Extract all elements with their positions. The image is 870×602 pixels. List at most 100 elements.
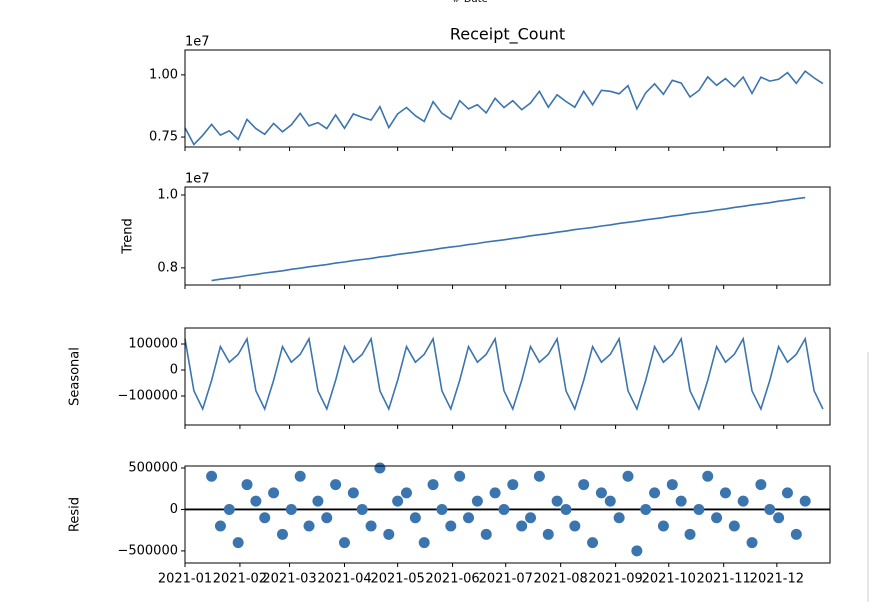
point [498, 503, 510, 515]
x-tick-label: 2021-12 [750, 572, 804, 587]
point [303, 520, 315, 532]
point [214, 520, 226, 532]
point [569, 520, 581, 532]
point [232, 537, 244, 549]
point [631, 545, 643, 557]
point [684, 528, 696, 540]
y-tick-label: 0.75 [149, 130, 178, 145]
point [799, 495, 811, 507]
chart-title: Receipt_Count [450, 25, 565, 45]
point [241, 479, 253, 491]
point [719, 487, 731, 499]
point [560, 503, 572, 515]
point [409, 512, 421, 524]
point [206, 470, 218, 482]
point [533, 470, 545, 482]
point [268, 487, 280, 499]
point [613, 512, 625, 524]
point [445, 520, 457, 532]
point [702, 470, 714, 482]
point [250, 495, 262, 507]
point [551, 495, 563, 507]
axes-frame [184, 49, 831, 148]
point [728, 520, 740, 532]
point [755, 479, 767, 491]
point [383, 528, 395, 540]
point [312, 495, 324, 507]
point [773, 512, 785, 524]
point [294, 470, 306, 482]
point [471, 495, 483, 507]
x-tick-label: 2021-05 [370, 572, 424, 587]
y-tick-label: 1.00 [149, 67, 178, 82]
point [427, 479, 439, 491]
header-text: # Date [452, 0, 487, 5]
axes-frame [184, 465, 831, 564]
point [418, 537, 430, 549]
offset-label: 1e7 [185, 35, 210, 50]
x-tick-label: 2021-04 [317, 572, 371, 587]
y-tick-label: −500000 [117, 543, 178, 558]
x-tick-label: 2021-02 [213, 572, 267, 587]
point [781, 487, 793, 499]
point [436, 503, 448, 515]
x-tick-label: 2021-10 [642, 572, 696, 587]
y-tick-label: 0 [170, 362, 178, 377]
point [675, 495, 687, 507]
point [525, 512, 537, 524]
x-tick-label: 2021-07 [479, 572, 533, 587]
point [711, 512, 723, 524]
point [790, 528, 802, 540]
y-tick-label: 500000 [128, 460, 178, 475]
series-line [184, 336, 824, 412]
x-tick-label: 2021-06 [425, 572, 479, 587]
point [587, 537, 599, 549]
point [542, 528, 554, 540]
axes-frame [184, 327, 831, 426]
y-tick-label: 100000 [128, 336, 178, 351]
point [338, 537, 350, 549]
point [321, 512, 333, 524]
point [746, 537, 758, 549]
point [595, 487, 607, 499]
point [693, 503, 705, 515]
point [622, 470, 634, 482]
y-tick-label: −100000 [117, 389, 178, 404]
x-tick-label: 2021-09 [588, 572, 642, 587]
point [400, 487, 412, 499]
x-tick-label: 2021-03 [262, 572, 316, 587]
point [454, 470, 466, 482]
point [223, 503, 235, 515]
point [259, 512, 271, 524]
y-axis-label: Trend [121, 218, 136, 255]
point [604, 495, 616, 507]
point [480, 528, 492, 540]
offset-label: 1e7 [185, 172, 210, 187]
y-axis-label: Seasonal [68, 347, 83, 406]
point [516, 520, 528, 532]
point [365, 520, 377, 532]
y-tick-label: 0.8 [157, 260, 178, 275]
axes-frame [184, 186, 831, 286]
point [463, 512, 475, 524]
point [356, 503, 368, 515]
point [276, 528, 288, 540]
point [737, 495, 749, 507]
point [578, 479, 590, 491]
point [489, 487, 501, 499]
y-tick-label: 0 [170, 502, 178, 517]
x-tick-label: 2021-01 [158, 572, 212, 587]
point [640, 503, 652, 515]
point [649, 487, 661, 499]
point [764, 503, 776, 515]
point [374, 462, 386, 474]
point [666, 479, 678, 491]
point [657, 520, 669, 532]
series-line [211, 196, 806, 282]
y-tick-label: 1.0 [157, 188, 178, 203]
point [285, 503, 297, 515]
x-tick-label: 2021-11 [697, 572, 751, 587]
point [392, 495, 404, 507]
